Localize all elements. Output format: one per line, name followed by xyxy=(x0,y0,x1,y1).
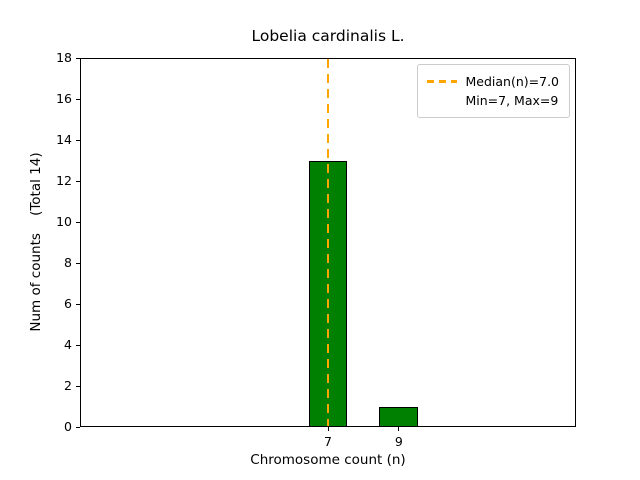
y-tick xyxy=(76,180,80,182)
legend-entry-median: Median(n)=7.0 xyxy=(426,72,560,91)
y-tick-label: 6 xyxy=(64,296,72,311)
y-tick-label: 8 xyxy=(64,255,72,270)
bar-n9 xyxy=(379,406,419,427)
x-tick-label: 9 xyxy=(394,434,403,449)
y-tick xyxy=(76,385,80,387)
x-tick-label: 7 xyxy=(324,434,332,449)
y-tick xyxy=(76,98,80,100)
y-tick xyxy=(76,262,80,264)
y-tick xyxy=(76,303,80,305)
y-tick-label: 16 xyxy=(56,91,72,106)
y-tick xyxy=(76,426,80,428)
y-tick xyxy=(76,344,80,346)
y-tick-label: 4 xyxy=(64,337,72,352)
legend-label-median: Median(n)=7.0 xyxy=(465,74,560,89)
y-tick-label: 10 xyxy=(56,214,72,229)
legend-entry-minmax: Min=7, Max=9 xyxy=(427,91,560,110)
y-tick-label: 12 xyxy=(56,173,72,188)
y-tick-label: 14 xyxy=(56,132,72,147)
legend-handle-empty xyxy=(427,99,457,102)
y-tick-label: 18 xyxy=(56,50,72,65)
chart-title: Lobelia cardinalis L. xyxy=(251,27,405,45)
x-axis-label: Chromosome count (n) xyxy=(250,452,406,468)
median-dashed-line-swatch xyxy=(426,80,457,83)
y-tick-label: 0 xyxy=(64,419,72,434)
legend: Median(n)=7.0 Min=7, Max=9 xyxy=(416,64,570,118)
y-tick xyxy=(76,221,80,223)
x-tick xyxy=(327,427,329,431)
y-tick-label: 2 xyxy=(64,378,72,393)
x-tick xyxy=(398,427,400,431)
y-tick xyxy=(76,57,80,59)
median-line xyxy=(326,59,330,426)
legend-label-minmax: Min=7, Max=9 xyxy=(465,93,559,108)
y-tick xyxy=(76,139,80,141)
